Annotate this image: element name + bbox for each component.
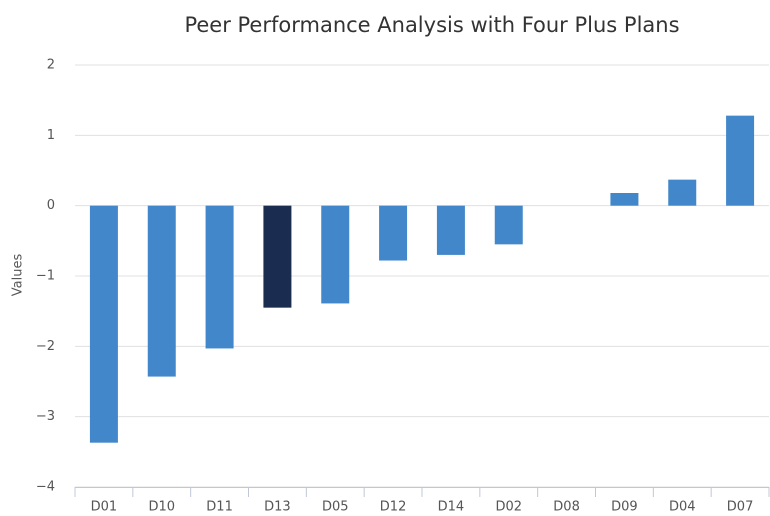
x-tick-label: D11 bbox=[206, 500, 233, 515]
bar bbox=[668, 179, 697, 206]
bar bbox=[321, 205, 350, 304]
chart-title: Peer Performance Analysis with Four Plus… bbox=[184, 13, 679, 37]
y-tick-label: −3 bbox=[36, 409, 55, 424]
y-tick-label: 2 bbox=[47, 58, 55, 73]
y-axis-title: Values bbox=[11, 254, 26, 297]
y-tick-label: 1 bbox=[47, 128, 55, 143]
bar bbox=[263, 205, 292, 308]
x-tick-label: D04 bbox=[669, 500, 696, 515]
x-tick-label: D10 bbox=[148, 500, 175, 515]
y-tick-label: 0 bbox=[47, 198, 55, 213]
bar bbox=[89, 205, 118, 443]
x-tick-label: D09 bbox=[611, 500, 638, 515]
bar bbox=[494, 205, 523, 245]
x-tick-label: D05 bbox=[322, 500, 349, 515]
x-tick-label: D12 bbox=[380, 500, 407, 515]
x-tick-label: D08 bbox=[553, 500, 580, 515]
bar bbox=[436, 205, 465, 255]
y-tick-label: −1 bbox=[36, 269, 55, 284]
bar bbox=[610, 193, 639, 206]
x-tick-label: D13 bbox=[264, 500, 291, 515]
y-tick-label: −2 bbox=[36, 339, 55, 354]
x-tick-label: D02 bbox=[495, 500, 522, 515]
x-tick-label: D14 bbox=[438, 500, 465, 515]
x-tick-label: D01 bbox=[91, 500, 118, 515]
y-tick-label: −4 bbox=[36, 480, 55, 495]
bar bbox=[726, 115, 755, 206]
bar bbox=[205, 205, 234, 349]
bar bbox=[147, 205, 176, 377]
bar bbox=[379, 205, 408, 261]
x-tick-label: D07 bbox=[727, 500, 754, 515]
